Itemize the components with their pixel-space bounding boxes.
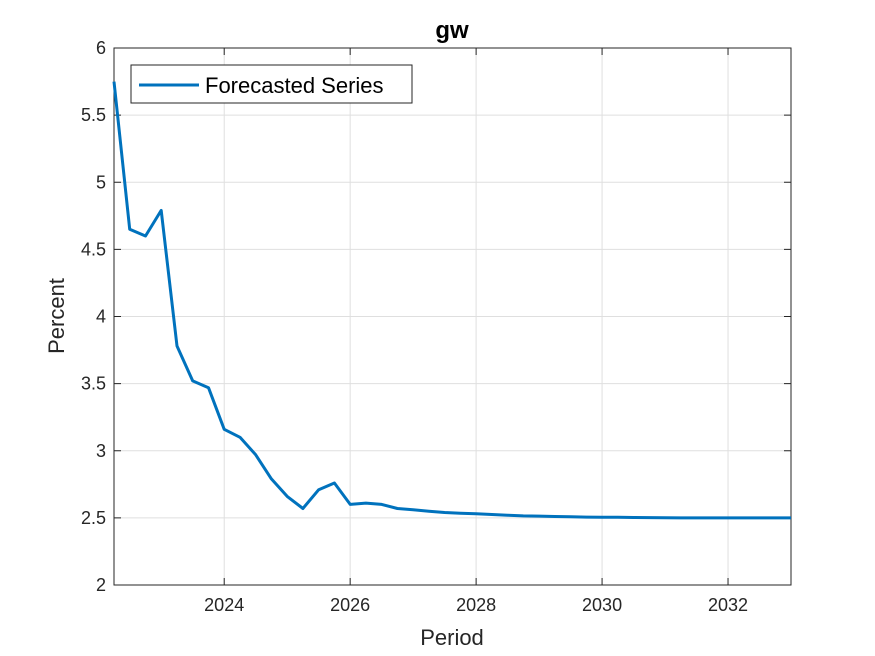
- y-tick-label: 3.5: [81, 374, 106, 394]
- y-axis: 2 2.5 3 3.5 4 4.5 5 5.5 6: [81, 38, 791, 595]
- x-tick-label: 2026: [330, 595, 370, 615]
- y-tick-label: 4: [96, 307, 106, 327]
- series-line-forecasted-series: [112, 81, 791, 520]
- legend: Forecasted Series: [130, 64, 413, 104]
- x-tick-label: 2030: [582, 595, 622, 615]
- y-tick-label: 2.5: [81, 508, 106, 528]
- x-axis: 2024 2026 2028 2030 2032: [204, 48, 748, 615]
- series-layer: [112, 81, 791, 520]
- y-tick-label: 6: [96, 38, 106, 58]
- y-tick-label: 3: [96, 441, 106, 461]
- y-tick-label: 4.5: [81, 239, 106, 259]
- x-tick-label: 2024: [204, 595, 244, 615]
- y-tick-label: 5: [96, 172, 106, 192]
- y-axis-label: Percent: [44, 278, 69, 354]
- y-tick-label: 2: [96, 575, 106, 595]
- chart-title: gw: [435, 17, 469, 44]
- x-axis-label: Period: [420, 625, 484, 650]
- grid-lines: [114, 47, 791, 586]
- x-tick-label: 2032: [708, 595, 748, 615]
- legend-label-forecasted-series: Forecasted Series: [205, 73, 384, 98]
- x-tick-label: 2028: [456, 595, 496, 615]
- y-tick-label: 5.5: [81, 105, 106, 125]
